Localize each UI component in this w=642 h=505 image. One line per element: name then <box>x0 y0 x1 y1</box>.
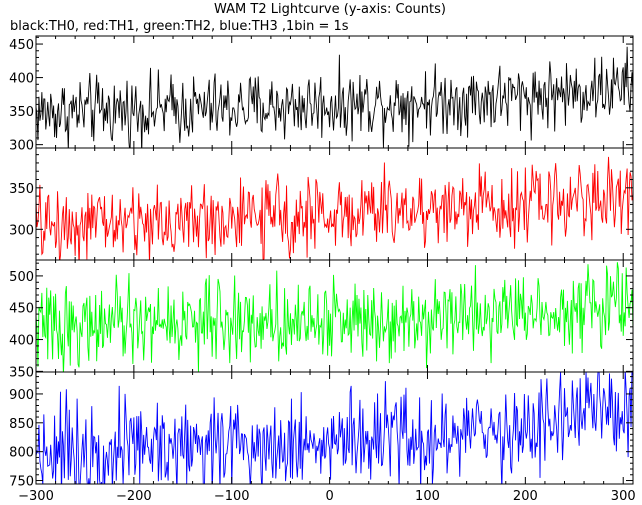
panel-th1: 300 350 <box>9 147 634 261</box>
y-tick-label: 350 <box>9 105 34 120</box>
y-tick-label: 300 <box>9 223 34 238</box>
panels-group: 300 350 400 450 300 350 350 400 450 500 750 800 850 9… <box>9 35 634 490</box>
y-tick-label: 750 <box>9 475 34 490</box>
x-tick-label: 100 <box>415 489 440 504</box>
panel-frame <box>35 259 634 373</box>
y-tick-label: 450 <box>9 302 34 317</box>
x-tick-label: −100 <box>214 489 250 504</box>
panel-th0: 300 350 400 450 <box>9 35 634 154</box>
panel-th3: 750 800 850 900 <box>9 371 634 490</box>
chart-title: WAM T2 Lightcurve (y-axis: Counts) <box>214 2 446 17</box>
chart-subtitle: black:TH0, red:TH1, green:TH2, blue:TH3 … <box>10 19 349 34</box>
y-tick-label: 800 <box>9 446 34 461</box>
y-tick-label: 300 <box>9 139 34 154</box>
y-tick-label: 900 <box>9 388 34 403</box>
y-tick-label: 850 <box>9 417 34 432</box>
panel-frame <box>35 371 634 485</box>
y-tick-label: 350 <box>9 182 34 197</box>
series-line-th2 <box>36 262 633 372</box>
series-line-th3 <box>36 372 633 484</box>
x-tick-label: 300 <box>611 489 636 504</box>
panel-frame <box>35 147 634 261</box>
x-tick-label: −200 <box>116 489 152 504</box>
x-tick-label: 200 <box>513 489 538 504</box>
x-axis: −300 −200 −100 0 100 200 300 <box>18 489 635 504</box>
x-tick-label: −300 <box>18 489 54 504</box>
y-tick-label: 400 <box>9 72 34 87</box>
x-tick-label: 0 <box>325 489 333 504</box>
series-line-th0 <box>36 46 633 148</box>
y-tick-label: 400 <box>9 334 34 349</box>
y-tick-label: 500 <box>9 270 34 285</box>
panel-th2: 350 400 450 500 <box>9 259 634 380</box>
series-line-th1 <box>36 156 633 260</box>
y-tick-label: 450 <box>9 38 34 53</box>
y-tick-label: 350 <box>9 365 34 380</box>
